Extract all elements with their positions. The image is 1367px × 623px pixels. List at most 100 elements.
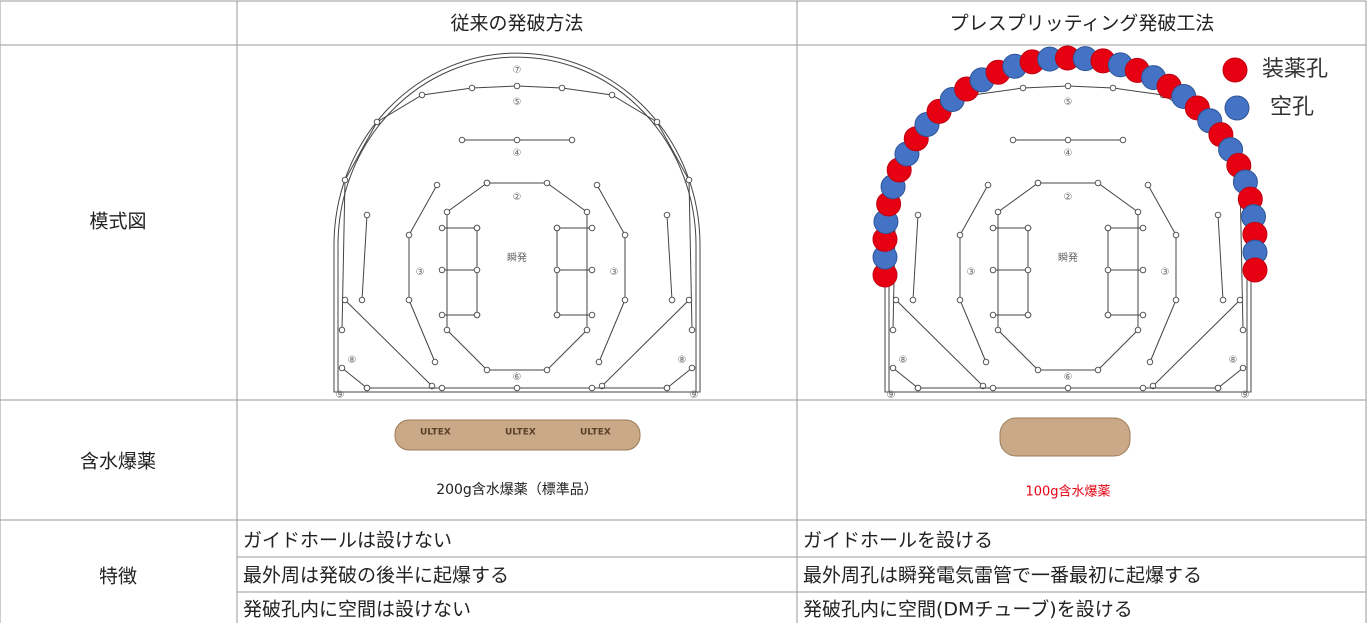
hole <box>994 208 1002 216</box>
diagram-label: 瞬発 <box>507 251 527 264</box>
feature-text: ガイドホールは設けない <box>243 530 452 552</box>
diagram-label: ③ <box>1161 267 1170 278</box>
charged-hole <box>1242 257 1268 283</box>
diagram-label: ⑨ <box>887 390 896 401</box>
hole <box>513 82 521 90</box>
diagram-label: ⑨ <box>336 390 345 401</box>
caption: 200g含水爆薬（標準品） <box>436 482 598 498</box>
hole-line <box>596 184 626 363</box>
hole <box>405 296 413 304</box>
hole <box>473 224 481 232</box>
hole <box>1024 266 1032 274</box>
hole <box>553 224 561 232</box>
hole <box>685 176 693 184</box>
hole <box>1024 224 1032 232</box>
hole <box>608 91 616 99</box>
hole-line <box>341 367 368 389</box>
hole <box>688 364 696 372</box>
diagram-label: ③ <box>967 267 976 278</box>
tunnel-outline <box>333 52 701 393</box>
hole <box>989 266 997 274</box>
diagram-label: ⑧ <box>1229 355 1238 366</box>
diagram-label: ⑧ <box>899 355 908 366</box>
hole <box>428 382 436 390</box>
legend-swatch <box>1224 95 1250 121</box>
hole <box>1034 179 1042 187</box>
hole <box>338 364 346 372</box>
feature-text: 最外周孔は瞬発電気雷管で一番最初に起爆する <box>803 565 1202 587</box>
diagram-label: ⑧ <box>348 355 357 366</box>
hole <box>595 358 603 366</box>
hole <box>583 208 591 216</box>
hole <box>338 326 346 334</box>
tunnel-outline <box>337 56 697 393</box>
hole <box>553 266 561 274</box>
hole <box>889 326 897 334</box>
feature-text: 最外周は発破の後半に起爆する <box>243 565 509 587</box>
hole <box>458 136 466 144</box>
diagram-label: ② <box>513 192 522 203</box>
feature-text: 発破孔内に空間は設けない <box>243 599 471 621</box>
hole <box>1139 311 1147 319</box>
hole <box>438 266 446 274</box>
hole <box>473 311 481 319</box>
hole <box>1104 311 1112 319</box>
hole <box>1214 211 1222 219</box>
hole-line <box>446 182 588 371</box>
diagram-label: ⑥ <box>1064 372 1073 383</box>
hole <box>363 384 371 392</box>
hole <box>483 366 491 374</box>
hole-line <box>959 184 989 363</box>
hole <box>1219 296 1227 304</box>
column-header: プレスプリッティング発破工法 <box>950 13 1215 35</box>
hole <box>588 224 596 232</box>
diagram-label: ⑤ <box>513 97 522 108</box>
hole <box>1064 384 1072 392</box>
hole <box>1236 296 1244 304</box>
hole-line <box>1147 184 1177 363</box>
diagram-label: ④ <box>1064 148 1073 159</box>
hole <box>989 224 997 232</box>
hole-line <box>666 367 693 389</box>
hole <box>909 296 917 304</box>
hole <box>1139 384 1147 392</box>
feature-text: ガイドホールを設ける <box>803 530 993 552</box>
legend-swatch <box>1222 57 1248 83</box>
column-header: 従来の発破方法 <box>450 13 583 35</box>
diagram-label: ⑥ <box>513 372 522 383</box>
hole <box>994 326 1002 334</box>
hole <box>982 358 990 366</box>
hole <box>956 231 964 239</box>
hole <box>1134 208 1142 216</box>
legend-label: 空孔 <box>1270 95 1314 120</box>
hole-line <box>341 85 693 331</box>
hole <box>1109 84 1117 92</box>
hole-line <box>997 182 1139 371</box>
hole <box>1139 224 1147 232</box>
hole <box>593 181 601 189</box>
diagram-label: ② <box>1064 192 1073 203</box>
legend-label: 装薬孔 <box>1262 57 1328 82</box>
hole-line <box>1217 214 1224 301</box>
hole <box>1134 326 1142 334</box>
hole <box>438 311 446 319</box>
diagram-label: 瞬発 <box>1058 251 1078 264</box>
hole <box>668 296 676 304</box>
hole <box>543 179 551 187</box>
hole <box>1239 326 1247 334</box>
hole <box>621 231 629 239</box>
hole <box>1034 366 1042 374</box>
hole <box>1104 224 1112 232</box>
hole-line <box>895 299 984 387</box>
diagram-label: ⑤ <box>1064 97 1073 108</box>
hole <box>653 118 661 126</box>
hole <box>438 384 446 392</box>
cartridge-print: ULTEX <box>580 428 611 438</box>
hole <box>588 266 596 274</box>
hole <box>621 296 629 304</box>
hole-line <box>601 299 690 387</box>
hole <box>431 358 439 366</box>
hole <box>1172 296 1180 304</box>
hole <box>1144 181 1152 189</box>
hole <box>1146 358 1154 366</box>
